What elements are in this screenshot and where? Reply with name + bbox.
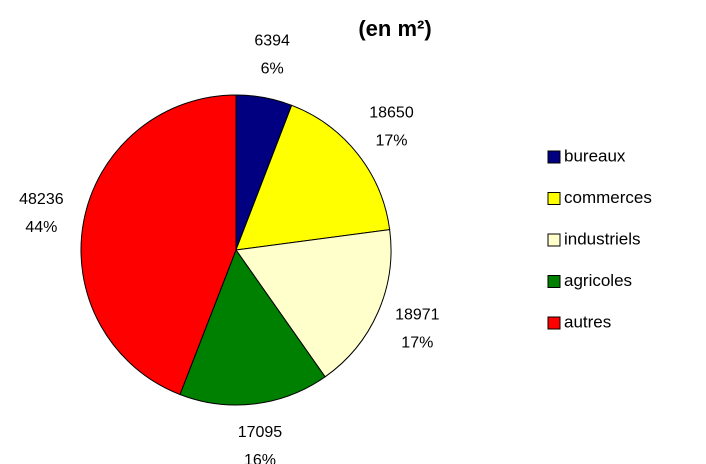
data-label: 17095 [238,424,283,441]
legend-label: industriels [564,229,641,248]
chart-title: (en m²) [358,16,431,41]
legend-label: autres [564,312,611,331]
percent-label: 17% [375,133,407,150]
percent-label: 44% [25,219,57,236]
percent-label: 6% [261,61,284,78]
pie-slice [235,104,391,251]
data-label: 18650 [369,105,414,122]
legend-swatch [547,150,561,164]
pie-slice [80,94,237,396]
legend-swatch [547,316,561,330]
legend-label: commerces [564,188,652,207]
legend-label: agricoles [564,271,632,290]
pie-slice [179,248,326,406]
data-label: 6394 [254,33,290,50]
percent-label: 16% [244,452,276,464]
percent-label: 17% [401,335,433,352]
legend-swatch [547,275,561,288]
data-label: 18971 [395,307,440,324]
data-label: 48236 [19,191,64,208]
legend-swatch [547,192,561,205]
legend-swatch [547,233,561,247]
legend-label: bureaux [564,146,626,165]
pie-slice [235,229,392,378]
